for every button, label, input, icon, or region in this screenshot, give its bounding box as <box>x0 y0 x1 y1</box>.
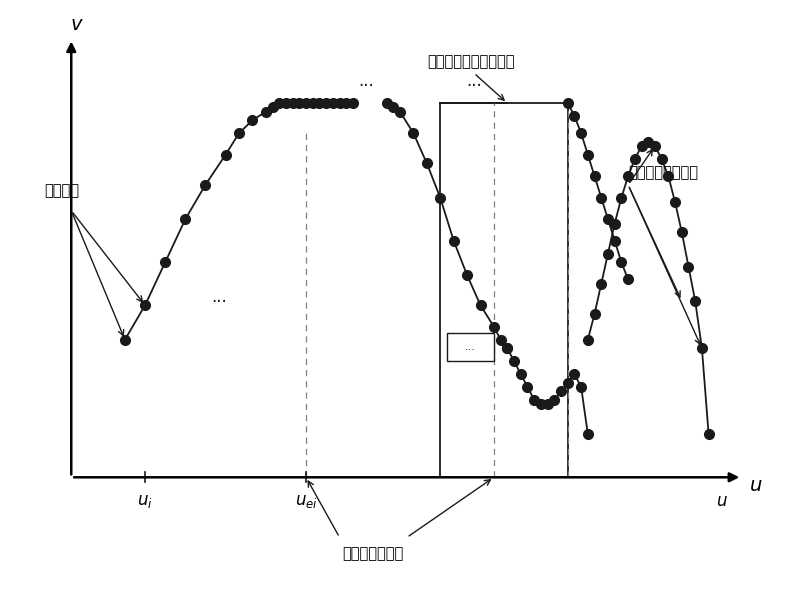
Text: 正看扫描: 正看扫描 <box>45 183 79 198</box>
Text: 反向扫描速度曲线: 反向扫描速度曲线 <box>628 166 698 180</box>
Text: $u$: $u$ <box>749 477 762 495</box>
Text: 最大可行速度约束曲线: 最大可行速度约束曲线 <box>427 54 514 69</box>
Text: $v$: $v$ <box>70 15 83 34</box>
Text: 向前移动的窗口: 向前移动的窗口 <box>342 546 404 561</box>
Text: ...: ... <box>466 72 482 90</box>
Text: $u$: $u$ <box>716 492 728 510</box>
Text: $u_{ei}$: $u_{ei}$ <box>294 492 318 510</box>
Text: ...: ... <box>358 72 374 90</box>
Text: $u_i$: $u_i$ <box>138 492 153 510</box>
Text: ...: ... <box>465 342 476 352</box>
Bar <box>447 333 494 361</box>
Text: ...: ... <box>211 287 226 306</box>
